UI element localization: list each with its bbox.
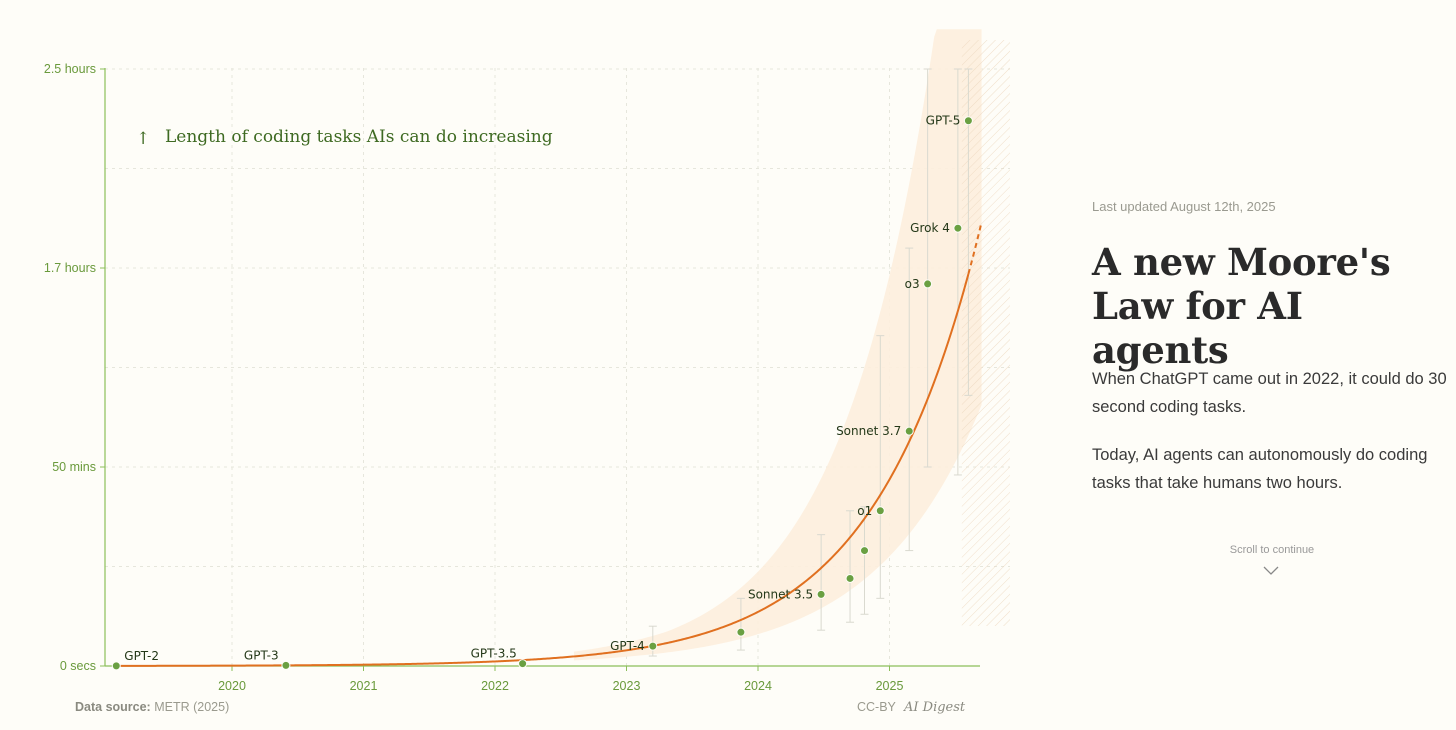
- chart-annotation: Length of coding tasks AIs can do increa…: [165, 127, 553, 147]
- x-tick-label: 2025: [876, 679, 904, 693]
- data-source-value: METR (2025): [154, 700, 230, 714]
- data-point: [875, 506, 885, 516]
- title-line-2: Law for AI agents: [1092, 284, 1303, 372]
- y-tick-label: 50 mins: [52, 460, 96, 474]
- data-point: [923, 279, 933, 289]
- x-tick-label: 2024: [744, 679, 772, 693]
- uncertainty-band: [573, 29, 982, 661]
- point-label: GPT-5: [926, 114, 961, 128]
- chart: 0 secs 50 mins 1.7 hours 2.5 hours 2020 2021 2…: [44, 29, 1010, 693]
- trend-line: [116, 273, 970, 667]
- x-tick-label: 2022: [481, 679, 509, 693]
- data-point: [281, 660, 291, 670]
- brand-logo[interactable]: AI Digest: [904, 700, 966, 715]
- page-title: A new Moore's Law for AI agents: [1092, 240, 1448, 372]
- y-tick-label: 0 secs: [60, 659, 96, 673]
- projection-hatch: [961, 40, 1010, 626]
- x-tick-label: 2023: [613, 679, 641, 693]
- point-label: Sonnet 3.7: [836, 424, 901, 438]
- point-label: Grok 4: [910, 221, 950, 235]
- data-point: [518, 659, 528, 669]
- data-source-note: Data source: METR (2025): [75, 700, 229, 714]
- chevron-down-icon[interactable]: [1263, 565, 1279, 575]
- y-tick-label: 2.5 hours: [44, 62, 96, 76]
- data-point: [963, 116, 973, 126]
- data-point: [816, 589, 826, 599]
- up-arrow-icon: ↑: [136, 129, 150, 149]
- data-point: [860, 546, 870, 556]
- data-point: [845, 573, 855, 583]
- y-tick-label: 1.7 hours: [44, 261, 96, 275]
- data-point: [111, 661, 121, 671]
- point-label: o3: [905, 277, 920, 291]
- data-point: [953, 223, 963, 233]
- last-updated: Last updated August 12th, 2025: [1092, 199, 1276, 214]
- point-label: GPT-3.5: [471, 647, 517, 661]
- data-point: [736, 627, 746, 637]
- x-tick-label: 2021: [350, 679, 378, 693]
- point-label: GPT-2: [124, 649, 159, 663]
- title-line-1: A new Moore's: [1092, 240, 1391, 284]
- intro-paragraph-2: Today, AI agents can autonomously do cod…: [1092, 446, 1428, 492]
- data-source-label: Data source:: [75, 700, 151, 714]
- point-label: GPT-4: [610, 639, 645, 653]
- data-point: [904, 426, 914, 436]
- x-tick-label: 2020: [218, 679, 246, 693]
- point-label: o1: [857, 504, 872, 518]
- intro-paragraph-1: When ChatGPT came out in 2022, it could …: [1092, 370, 1447, 416]
- scroll-hint[interactable]: Scroll to continue: [1229, 544, 1315, 556]
- license-label: CC-BY: [857, 700, 896, 714]
- data-point: [648, 641, 658, 651]
- point-label: GPT-3: [244, 648, 279, 662]
- point-label: Sonnet 3.5: [748, 587, 813, 601]
